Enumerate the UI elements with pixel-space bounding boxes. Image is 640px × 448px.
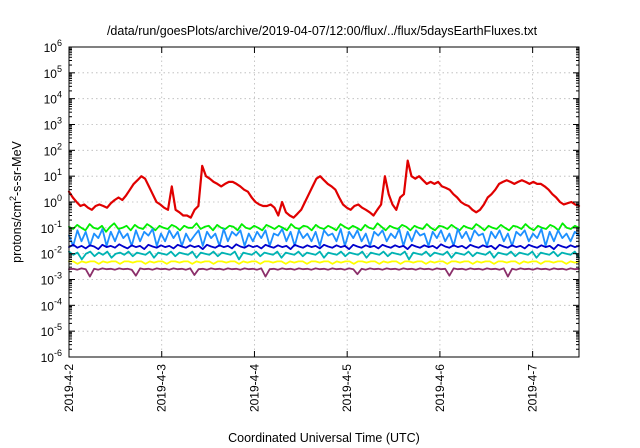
y-axis-title-sup: 2 [8,196,18,201]
y-tick-label: 10-6 [41,348,62,365]
y-tick-label: 105 [44,64,62,81]
y-tick-label: 100 [44,193,62,210]
x-tick-label: 2019-4-2 [62,364,76,412]
series-line [68,228,580,247]
y-tick-label: 10-5 [41,322,62,339]
y-tick-label: 10-2 [41,245,62,262]
x-tick-label: 2019-4-7 [526,364,540,412]
y-tick-label: 103 [44,116,62,133]
chart-title: /data/run/goesPlots/archive/2019-04-07/1… [107,24,538,38]
series-line [67,159,581,219]
series-line [68,267,580,278]
y-tick-label: 102 [44,141,62,158]
y-tick-label: 104 [44,90,62,107]
y-axis-title: protons/cm2-s-sr-MeV [8,140,24,262]
series-line [68,243,580,251]
y-tick-label: 10-4 [41,296,62,313]
y-tick-labels: 10-6 10-5 10-4 10-3 10-2 10-1 100 101 102 103 104 1… [41,38,62,365]
x-tick-label: 2019-4-4 [247,364,261,412]
x-tick-labels: 2019-4-2 2019-4-3 2019-4-4 2019-4-5 2019-4-6… [62,364,540,412]
x-tick-label: 2019-4-5 [340,364,354,412]
y-tick-label: 10-3 [41,271,62,288]
x-axis-title: Coordinated Universal Time (UTC) [228,431,420,445]
x-tick-label: 2019-4-6 [433,364,447,412]
tick-layer [68,46,579,358]
series-line [68,222,580,233]
y-axis-title-suffix: -s-sr-MeV [10,140,24,196]
series-line [68,250,580,261]
y-axis-title-prefix: protons/cm [10,201,24,263]
grid-layer [69,47,579,357]
series-layer [67,159,581,278]
y-tick-label: 10-1 [41,219,62,236]
x-tick-label: 2019-4-3 [155,364,169,412]
series-line [68,260,580,265]
y-tick-label: 106 [44,38,62,55]
y-tick-label: 101 [44,167,62,184]
